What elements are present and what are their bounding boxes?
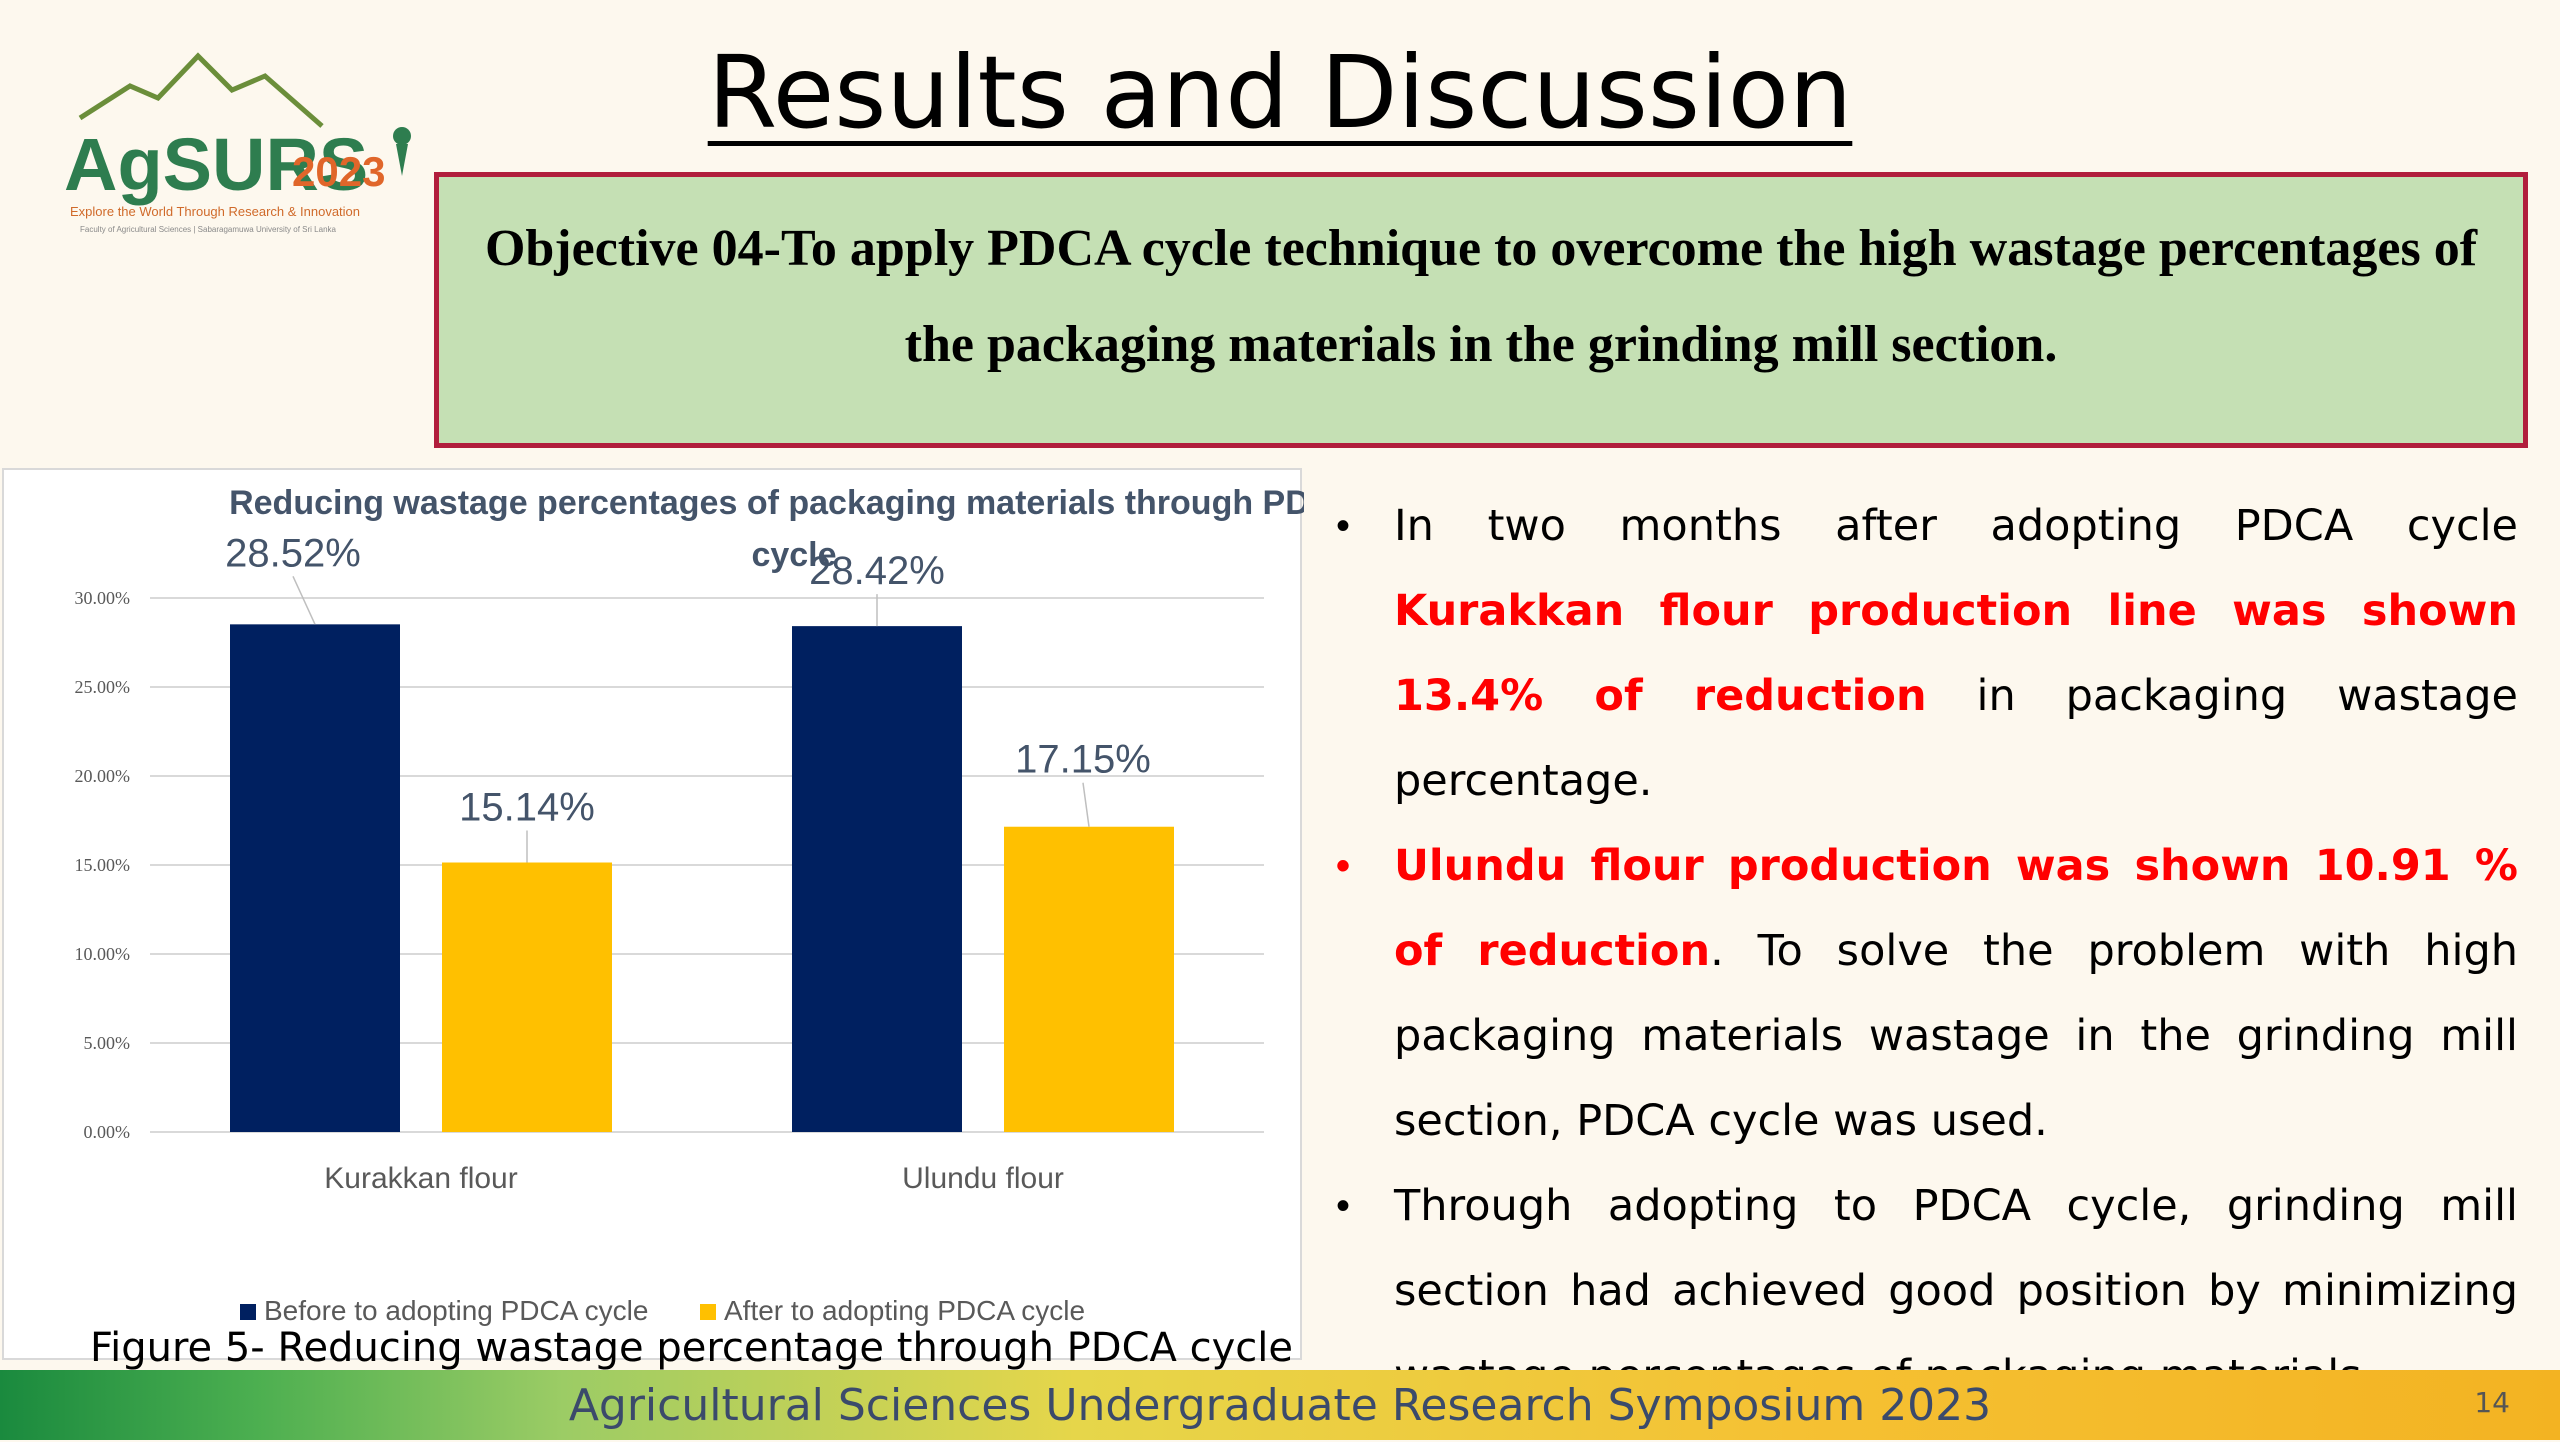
bar	[230, 624, 400, 1132]
highlight-text: Kurakkan flour production line was shown…	[1394, 586, 2518, 721]
data-label-leader	[1082, 782, 1090, 827]
y-tick-label: 5.00%	[84, 1033, 131, 1053]
legend-label: Before to adopting PDCA cycle	[264, 1295, 648, 1326]
footer-banner: Agricultural Sciences Undergraduate Rese…	[0, 1370, 2560, 1440]
y-tick-label: 25.00%	[75, 677, 131, 697]
bar-chart: Reducing wastage percentages of packagin…	[2, 468, 1305, 1360]
bullet-marker: •	[1335, 844, 1350, 888]
bullet-text-2: Ulundu flour production was shown 10.91 …	[1394, 841, 2518, 1146]
x-tick-label: Ulundu flour	[902, 1162, 1064, 1195]
data-label: 17.15%	[1015, 738, 1151, 782]
logo-tagline: Explore the World Through Research & Inn…	[70, 204, 360, 219]
slide-title: Results and Discussion	[707, 34, 1853, 151]
agsurs-logo: AgSURS 2023 Explore the World Through Re…	[60, 48, 430, 238]
data-label-leader	[292, 576, 316, 625]
mountain-icon	[78, 52, 324, 128]
chart-canvas: Reducing wastage percentages of packagin…	[75, 484, 1305, 1326]
slide-number: 14	[2474, 1386, 2510, 1419]
bar	[442, 862, 612, 1132]
chart-title: cycle	[751, 536, 836, 574]
legend-swatch	[240, 1304, 256, 1320]
data-label: 28.42%	[809, 549, 945, 593]
bar	[792, 626, 962, 1132]
bullet-item: • Ulundu flour production was shown 10.9…	[1318, 824, 2518, 1164]
logo-org: Faculty of Agricultural Sciences | Sabar…	[80, 225, 337, 234]
bullet-marker: •	[1335, 504, 1350, 548]
logo-brand: AgSURS	[64, 123, 368, 206]
footer-text: Agricultural Sciences Undergraduate Rese…	[568, 1380, 1992, 1431]
bullet-marker: •	[1335, 1184, 1350, 1228]
bullet-item: • In two months after adopting PDCA cycl…	[1318, 484, 2518, 824]
legend-label: After to adopting PDCA cycle	[724, 1295, 1085, 1326]
bullet-list: • In two months after adopting PDCA cycl…	[1318, 484, 2518, 1419]
y-tick-label: 15.00%	[75, 855, 131, 875]
legend-swatch	[700, 1304, 716, 1320]
data-label: 28.52%	[225, 531, 361, 575]
objective-box: Objective 04-To apply PDCA cycle techniq…	[434, 172, 2528, 448]
bar	[1004, 826, 1174, 1132]
highlight-text: Ulundu flour production was shown 10.91 …	[1394, 841, 2518, 976]
y-tick-label: 10.00%	[75, 944, 131, 964]
figure-caption: Figure 5- Reducing wastage percentage th…	[90, 1325, 1293, 1371]
data-label: 15.14%	[459, 786, 595, 830]
objective-text: Objective 04-To apply PDCA cycle techniq…	[484, 220, 2478, 373]
bullet-text-1: In two months after adopting PDCA cycle …	[1394, 501, 2518, 806]
logo-year: 2023	[292, 148, 385, 195]
y-tick-label: 20.00%	[75, 766, 131, 786]
x-tick-label: Kurakkan flour	[324, 1162, 517, 1195]
chart-title: Reducing wastage percentages of packagin…	[229, 484, 1304, 522]
y-tick-label: 30.00%	[75, 588, 131, 608]
pen-icon	[393, 127, 411, 176]
y-tick-label: 0.00%	[84, 1122, 131, 1142]
